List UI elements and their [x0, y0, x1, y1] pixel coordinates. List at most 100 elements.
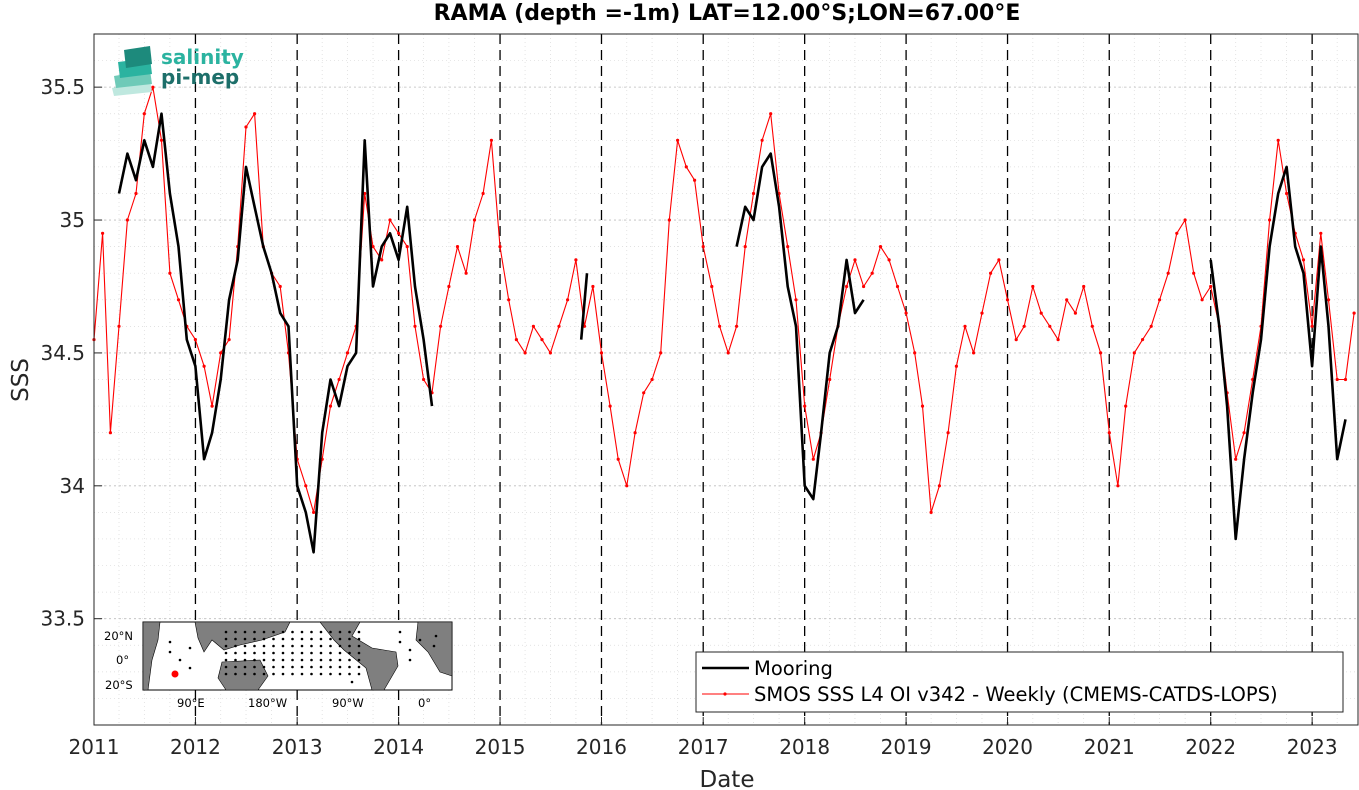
smos-point [794, 298, 798, 302]
smos-point [472, 218, 477, 222]
smos-point [168, 271, 172, 275]
inset-lon-label-180w: 180°W [248, 696, 287, 710]
smos-point [895, 284, 900, 289]
mooring-dot [329, 658, 332, 662]
smos-point [244, 125, 248, 129]
smos-point [397, 231, 401, 235]
mooring-dot [310, 651, 313, 655]
mooring-dot [329, 644, 332, 648]
smos-point [439, 324, 443, 328]
mooring-dot [281, 665, 285, 669]
mooring-dot [300, 658, 304, 662]
mooring-line-segment [579, 273, 589, 340]
mooring-dot [348, 630, 351, 634]
mooring-dot [272, 644, 275, 648]
mooring-dot [338, 630, 342, 634]
smos-point [591, 284, 595, 289]
mooring-dot [329, 651, 332, 655]
smos-point [710, 284, 714, 289]
series-smos [92, 85, 1356, 514]
smos-point [574, 258, 578, 262]
mooring-dot [348, 658, 351, 662]
smos-point [447, 284, 451, 289]
mooring-dot [272, 658, 275, 662]
mooring-dot [243, 658, 247, 662]
smos-point [946, 431, 950, 435]
mooring-dot [291, 672, 294, 676]
smos-point [1107, 431, 1111, 435]
x-tick-label: 2021 [1084, 735, 1135, 759]
mooring-dot [319, 658, 323, 662]
smos-point [1082, 284, 1086, 289]
smos-point [972, 351, 976, 355]
y-axis-label: SSS [8, 358, 34, 402]
mooring-dot [234, 644, 237, 648]
smos-point [219, 351, 223, 355]
mooring-dot [262, 630, 266, 634]
plot-frame [93, 33, 1359, 726]
smos-point [1343, 377, 1348, 382]
smos-point [1132, 351, 1136, 355]
mooring-dot [281, 644, 285, 648]
mooring-line-segment [117, 112, 434, 554]
mooring-dot [272, 630, 275, 634]
inset-lat-label-20n: 20°N [104, 629, 133, 643]
mooring-dot [291, 637, 294, 641]
mooring-dot [272, 672, 275, 676]
smos-point [1209, 284, 1213, 289]
mooring-array-dots [168, 630, 438, 684]
smos-point [1022, 324, 1026, 328]
mooring-dot [188, 646, 192, 650]
smos-point [1039, 311, 1043, 315]
mooring-dot [262, 665, 266, 669]
mooring-dot [348, 644, 351, 648]
mooring-dot [234, 672, 237, 676]
smos-point [1352, 311, 1356, 315]
mooring-dot [224, 637, 228, 641]
mooring-dot [291, 644, 294, 648]
smos-point [1116, 484, 1120, 488]
smos-point [887, 258, 891, 262]
smos-point [278, 284, 282, 289]
smos-point [1166, 271, 1170, 275]
mooring-dot [398, 630, 402, 634]
legend-box [695, 651, 1344, 713]
smos-point [159, 138, 164, 142]
mooring-dot [262, 658, 266, 662]
smos-point [101, 231, 105, 235]
mooring-dot [253, 672, 256, 676]
smos-point [210, 404, 214, 408]
smos-point [735, 324, 739, 328]
legend-label-mooring: Mooring [754, 657, 833, 680]
mooring-dot [291, 665, 294, 669]
x-tick-label: 2011 [69, 735, 120, 759]
mooring-dot [224, 630, 228, 634]
inset-lat-label-0: 0° [116, 653, 129, 667]
inset-map-frame [142, 621, 453, 691]
mooring-dot [300, 672, 304, 676]
smos-point [151, 85, 155, 89]
smos-point [531, 324, 536, 328]
wave-logo-icon [112, 46, 152, 96]
smos-point [684, 165, 688, 169]
smos-point [676, 138, 680, 142]
mooring-dot [338, 651, 342, 655]
smos-point [980, 311, 984, 315]
smos-point [1048, 324, 1052, 328]
smos-point [1005, 298, 1010, 302]
smos-point [1014, 338, 1018, 342]
y-tick-label: 35 [60, 208, 85, 232]
smos-point [464, 271, 468, 275]
selected-mooring-marker [171, 670, 179, 678]
smos-point [540, 338, 544, 342]
smos-point [1158, 298, 1162, 302]
mooring-dot [310, 665, 313, 669]
smos-point [726, 351, 730, 355]
mooring-dot [253, 665, 256, 669]
smos-point [803, 404, 807, 408]
inset-lon-label-90e: 90°E [177, 696, 205, 710]
mooring-dot [357, 658, 361, 662]
smos-point [253, 112, 257, 116]
smos-point [693, 178, 697, 182]
smos-point [701, 245, 705, 249]
